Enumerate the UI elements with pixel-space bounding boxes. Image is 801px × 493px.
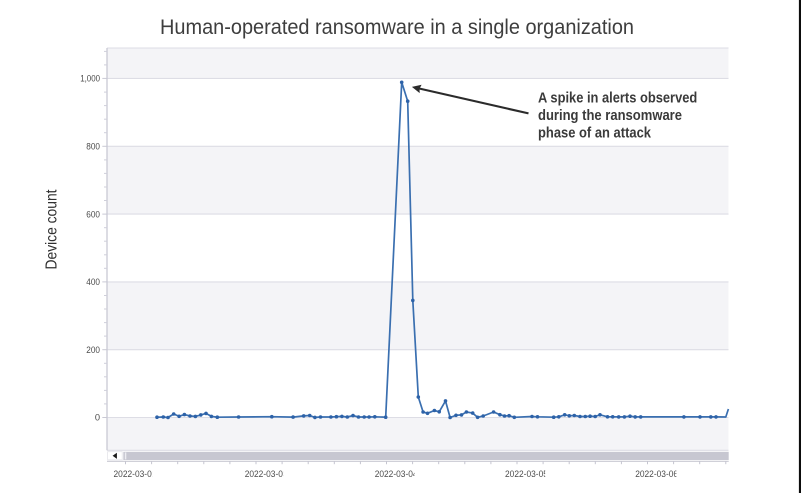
svg-text:800: 800 — [86, 142, 100, 152]
svg-text:A spike in alerts observed: A spike in alerts observed — [538, 90, 697, 106]
svg-text:2022-03-06: 2022-03-06 — [635, 469, 678, 479]
svg-text:0: 0 — [95, 413, 100, 423]
svg-text:Device count: Device count — [44, 189, 61, 269]
svg-text:1,000: 1,000 — [80, 74, 100, 84]
svg-text:2022-03-02: 2022-03-02 — [114, 469, 157, 479]
svg-text:600: 600 — [86, 209, 100, 219]
svg-text:400: 400 — [86, 277, 100, 287]
svg-text:2022-03-04: 2022-03-04 — [375, 469, 418, 479]
svg-text:2022-03-05: 2022-03-05 — [505, 469, 548, 479]
svg-text:during the ransomware: during the ransomware — [538, 108, 682, 124]
svg-text:200: 200 — [86, 345, 100, 355]
svg-text:phase of an attack: phase of an attack — [538, 125, 652, 141]
svg-text:2022-03-03: 2022-03-03 — [245, 469, 288, 479]
svg-text:Human-operated ransomware in a: Human-operated ransomware in a single or… — [160, 16, 634, 39]
